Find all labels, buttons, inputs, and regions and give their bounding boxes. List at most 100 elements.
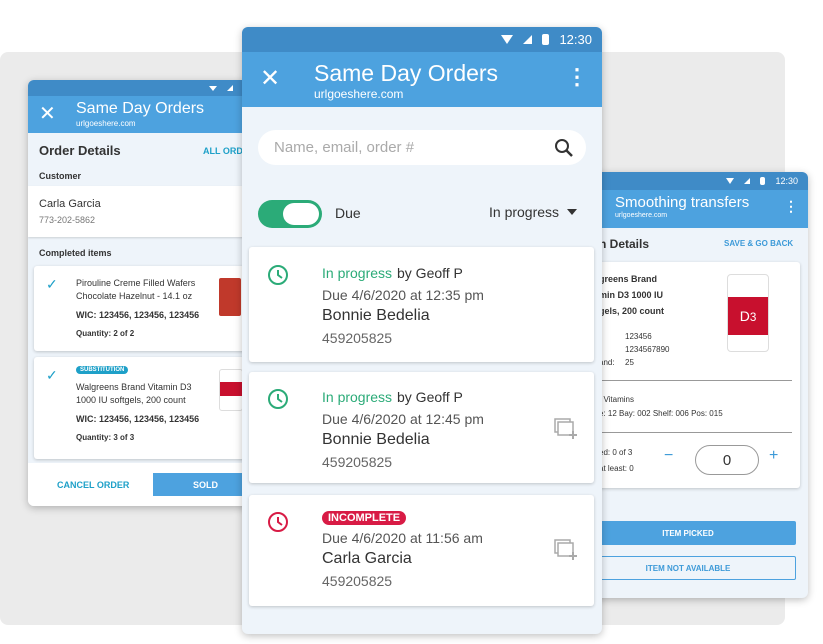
customer-name: Carla Garcia bbox=[39, 198, 101, 210]
save-go-back-button[interactable]: SAVE & GO BACK bbox=[724, 239, 794, 248]
order-due: Due 4/6/2020 at 12:45 pm bbox=[322, 411, 484, 427]
section-title: n Details bbox=[599, 237, 650, 251]
close-icon[interactable]: ✕ bbox=[39, 103, 56, 125]
picked-count: ed: 0 of 3 bbox=[599, 448, 633, 457]
item-card[interactable]: ✓ Pirouline Creme Filled Wafers Chocolat… bbox=[34, 266, 258, 351]
order-status: In progress bbox=[322, 389, 393, 405]
order-number: 459205825 bbox=[322, 573, 393, 589]
quantity-input[interactable]: 0 bbox=[695, 445, 759, 475]
customer-label: Customer bbox=[39, 171, 82, 181]
app-url: urlgoeshere.com bbox=[76, 119, 136, 128]
item-name: Walgreens Brand Vitamin D3 bbox=[76, 382, 192, 392]
incomplete-badge: INCOMPLETE bbox=[322, 511, 407, 525]
item-label: and: bbox=[599, 358, 615, 367]
all-orders-link[interactable]: ALL ORDERS bbox=[203, 146, 258, 156]
app-url: urlgoeshere.com bbox=[314, 87, 404, 101]
department: : Vitamins bbox=[599, 395, 634, 404]
app-header: ✕ Same Day Orders urlgoeshere.com bbox=[28, 96, 258, 133]
order-assignee: by Geoff P bbox=[397, 265, 463, 281]
order-card[interactable]: INCOMPLETE Due 4/6/2020 at 11:56 am Carl… bbox=[249, 495, 594, 606]
right-phone: 12:30 Smoothing transfers urlgoeshere.co… bbox=[580, 172, 808, 598]
item-name: gels, 200 count bbox=[599, 306, 665, 316]
item-wic: WIC: 123456, 123456, 123456 bbox=[76, 310, 200, 320]
item-card[interactable]: ✓ SUBSTITUTION Walgreens Brand Vitamin D… bbox=[34, 357, 258, 459]
sold-label: SOLD bbox=[192, 479, 218, 490]
order-number: 459205825 bbox=[322, 330, 393, 346]
toggle-knob bbox=[283, 203, 319, 225]
status-bar: 12:30 bbox=[242, 27, 602, 52]
signal-icon bbox=[523, 35, 533, 44]
signal-icon bbox=[744, 178, 751, 184]
product-image: D3 bbox=[727, 274, 769, 352]
order-status: In progress bbox=[322, 265, 393, 281]
signal-icon bbox=[227, 85, 233, 91]
decrement-button[interactable]: − bbox=[664, 447, 674, 464]
item-not-available-button[interactable]: ITEM NOT AVAILABLE bbox=[580, 556, 796, 580]
app-title: Same Day Orders bbox=[314, 60, 499, 86]
wifi-icon bbox=[209, 85, 217, 91]
app-header: Smoothing transfers urlgoeshere.com ⋮ bbox=[580, 190, 808, 228]
item-picked-button[interactable]: ITEM PICKED bbox=[580, 521, 796, 545]
cancel-order-button[interactable]: CANCEL ORDER bbox=[57, 480, 130, 490]
item-name: Chocolate Hazelnut - 14.1 oz bbox=[76, 291, 193, 301]
filter-value: In progress bbox=[489, 204, 560, 220]
clock-icon bbox=[268, 389, 288, 409]
check-icon: ✓ bbox=[46, 367, 58, 383]
product-label: D3 bbox=[728, 297, 768, 335]
item-wic: WIC: 123456, 123456, 123456 bbox=[76, 414, 200, 424]
left-phone: ✕ Same Day Orders urlgoeshere.com Order … bbox=[28, 80, 258, 506]
product-image bbox=[219, 369, 243, 411]
substitution-badge: SUBSTITUTION bbox=[76, 366, 129, 374]
search-input[interactable]: Name, email, order # bbox=[258, 130, 586, 165]
wifi-icon bbox=[726, 178, 735, 184]
item-not-available-label: ITEM NOT AVAILABLE bbox=[645, 563, 731, 573]
customer-phone: 773-202-5862 bbox=[39, 215, 96, 225]
status-bar bbox=[28, 80, 258, 96]
customer-name: Bonnie Bedelia bbox=[322, 307, 430, 324]
order-due: Due 4/6/2020 at 11:56 am bbox=[322, 530, 483, 546]
item-value: 1234567890 bbox=[625, 345, 670, 354]
battery-icon bbox=[542, 34, 550, 45]
status-time: 12:30 bbox=[775, 176, 798, 186]
footer-bar: CANCEL ORDER SOLD bbox=[28, 463, 258, 506]
add-photo-icon[interactable] bbox=[554, 418, 578, 440]
customer-card: Carla Garcia 773-202-5862 bbox=[28, 186, 258, 237]
item-name: 1000 IU softgels, 200 count bbox=[76, 395, 186, 405]
order-due: Due 4/6/2020 at 12:35 pm bbox=[322, 287, 484, 303]
item-value: 123456 bbox=[625, 332, 652, 341]
status-filter-dropdown[interactable]: In progress bbox=[489, 204, 578, 220]
order-card[interactable]: In progress by Geoff P Due 4/6/2020 at 1… bbox=[249, 372, 594, 483]
item-name: min D3 1000 IU bbox=[599, 290, 664, 300]
divider bbox=[599, 380, 792, 381]
clock-icon bbox=[268, 512, 288, 532]
location: e: 12 Bay: 002 Shelf: 006 Pos: 015 bbox=[599, 409, 723, 418]
search-icon[interactable] bbox=[554, 138, 574, 158]
order-number: 459205825 bbox=[322, 454, 393, 470]
close-icon[interactable]: ✕ bbox=[260, 65, 281, 92]
app-title: Smoothing transfers bbox=[615, 194, 750, 211]
status-bar: 12:30 bbox=[580, 172, 808, 190]
app-header: ✕ Same Day Orders urlgoeshere.com ⋮ bbox=[242, 52, 602, 107]
increment-button[interactable]: + bbox=[769, 447, 779, 464]
sold-button[interactable]: SOLD bbox=[153, 473, 258, 496]
check-icon: ✓ bbox=[46, 276, 58, 292]
wifi-icon bbox=[501, 35, 514, 44]
add-photo-icon[interactable] bbox=[554, 539, 578, 561]
item-quantity: Quantity: 3 of 3 bbox=[76, 433, 135, 442]
quantity-value: 0 bbox=[722, 451, 732, 469]
status-time: 12:30 bbox=[559, 32, 592, 47]
customer-name: Bonnie Bedelia bbox=[322, 431, 430, 448]
divider bbox=[599, 432, 792, 433]
item-detail-card: greens Brand min D3 1000 IU gels, 200 co… bbox=[580, 262, 800, 488]
product-image bbox=[219, 278, 241, 316]
clock-icon bbox=[268, 265, 288, 285]
more-options-icon[interactable]: ⋮ bbox=[784, 198, 798, 214]
item-value: 25 bbox=[625, 358, 634, 367]
order-card[interactable]: In progress by Geoff P Due 4/6/2020 at 1… bbox=[249, 247, 594, 362]
order-assignee: by Geoff P bbox=[397, 389, 463, 405]
more-options-icon[interactable]: ⋮ bbox=[566, 64, 588, 89]
item-name: greens Brand bbox=[599, 274, 658, 284]
center-phone: 12:30 ✕ Same Day Orders urlgoeshere.com … bbox=[242, 27, 602, 634]
due-toggle[interactable] bbox=[258, 200, 322, 228]
battery-icon bbox=[760, 177, 766, 185]
